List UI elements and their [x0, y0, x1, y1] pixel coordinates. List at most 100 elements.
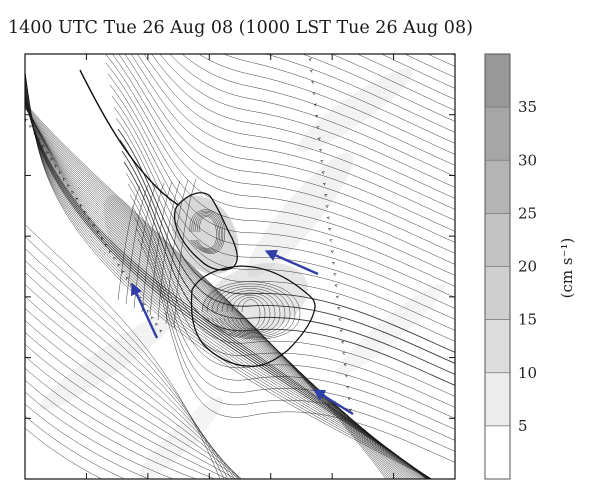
streamline-arrowhead: [117, 263, 121, 267]
streamline: [130, 54, 455, 232]
streamline-arrowhead: [309, 69, 314, 73]
streamline-arrowhead: [113, 256, 117, 261]
streamline-arrowhead: [317, 137, 321, 141]
streamlines: [17, 0, 470, 479]
streamline-arrowhead: [324, 194, 328, 197]
speed-shade-patch: [335, 284, 445, 376]
streamline-arrowhead: [33, 131, 37, 135]
streamline: [25, 343, 237, 479]
streamline-arrowhead: [17, 106, 19, 109]
streamline-arrowhead: [348, 408, 353, 412]
streamline: [25, 379, 197, 479]
streamline: [125, 184, 149, 305]
streamline: [451, 54, 455, 56]
streamline-arrowhead: [79, 204, 83, 208]
streamline: [129, 194, 455, 419]
streamline: [211, 286, 291, 337]
streamline: [25, 92, 428, 479]
streamline-arrowhead: [343, 363, 347, 367]
streamline: [105, 62, 455, 287]
colorbar-band: [485, 107, 510, 161]
flow-arrow-left: [131, 282, 159, 339]
colorbar-tick-label: 15: [518, 311, 537, 329]
streamline-arrowhead: [318, 148, 323, 152]
streamline: [123, 161, 455, 386]
streamline: [109, 84, 455, 309]
colorbar-tick-label: 30: [518, 151, 537, 169]
streamline: [105, 54, 455, 276]
streamline-arrowhead: [88, 217, 92, 221]
streamline: [25, 391, 175, 479]
streamline: [124, 54, 455, 243]
streamline: [107, 73, 455, 298]
plot-area: [17, 0, 470, 480]
streamline-arrowhead: [342, 352, 346, 356]
streamline-arrowhead: [109, 250, 113, 254]
colorbar-band: [485, 319, 510, 373]
colorbar-tick-label: 5: [518, 417, 528, 435]
streamline: [117, 185, 141, 301]
streamline-arrowhead: [100, 237, 104, 241]
colorbar-band: [485, 160, 510, 214]
colorbar-band: [485, 54, 510, 108]
streamline: [137, 238, 455, 463]
vortex-contour-lower: [190, 265, 316, 367]
streamline-arrowhead: [337, 307, 341, 310]
streamline-arrowhead: [320, 160, 324, 163]
streamline-arrowhead: [46, 151, 50, 155]
streamline-arrowhead: [304, 14, 307, 16]
streamline-arrowhead: [147, 309, 150, 313]
streamline: [159, 54, 455, 188]
streamline-arrowhead: [75, 197, 79, 201]
streamline: [356, 54, 455, 100]
streamline-arrowhead: [308, 58, 312, 62]
chart-title: 1400 UTC Tue 26 Aug 08 (1000 LST Tue 26 …: [8, 18, 473, 38]
streamline: [330, 54, 455, 111]
vortex-contour-upper: [173, 192, 238, 271]
streamline-arrowhead: [326, 216, 330, 220]
streamline-arrowhead: [344, 374, 349, 378]
streamline: [111, 95, 455, 320]
streamline-arrowhead: [329, 239, 333, 243]
streamline-arrowhead: [330, 250, 334, 254]
streamline-arrowhead: [92, 223, 96, 228]
streamline: [117, 128, 455, 353]
streamline: [25, 307, 242, 479]
streamline-arrowhead: [71, 190, 75, 195]
colorbar-band: [485, 213, 510, 267]
streamline-arrowhead: [333, 273, 337, 276]
streamline: [226, 292, 276, 333]
streamline: [25, 224, 221, 479]
streamline-arrowhead: [307, 36, 310, 38]
streamline-arrowhead: [96, 230, 100, 234]
streamline: [25, 248, 228, 479]
colorbar-tick-label: 25: [518, 204, 537, 222]
streamline: [25, 367, 216, 479]
streamline-arrowhead: [159, 329, 163, 333]
streamline-arrowhead: [334, 284, 338, 288]
streamline-arrowhead: [42, 144, 45, 148]
streamline: [221, 290, 281, 335]
streamline: [190, 210, 224, 253]
streamline: [173, 178, 197, 329]
streamline-arrowhead: [50, 157, 54, 162]
streamline: [60, 0, 470, 40]
streamline-arrowhead: [67, 184, 71, 188]
streamline-arrowhead: [63, 177, 66, 181]
streamline-arrowhead: [37, 138, 41, 142]
streamline-arrowhead: [321, 171, 325, 175]
streamline: [135, 227, 455, 452]
streamline: [25, 427, 103, 479]
streamline-arrowhead: [308, 47, 311, 49]
streamline-arrowhead: [29, 124, 33, 129]
colorbar-band: [485, 372, 510, 426]
streamline-arrowhead: [331, 261, 336, 265]
streamline-arrowhead: [303, 2, 306, 4]
streamline-arrowhead: [54, 164, 58, 168]
streamline: [192, 212, 222, 252]
streamline: [143, 54, 455, 210]
speed-shade-patch: [136, 396, 224, 479]
streamline-arrowhead: [126, 276, 129, 280]
streamline-arrowhead: [338, 318, 342, 322]
